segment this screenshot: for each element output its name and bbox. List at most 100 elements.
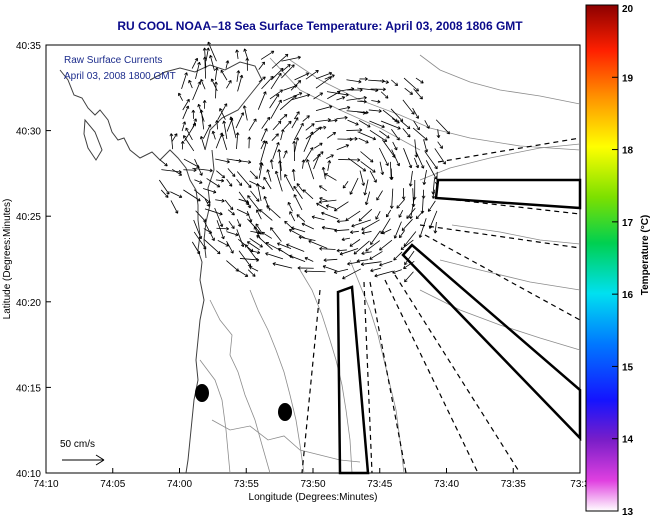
current-vector — [215, 119, 219, 130]
current-vector — [371, 99, 381, 104]
current-vector — [341, 237, 351, 242]
current-vector — [222, 120, 228, 140]
current-vector — [171, 168, 183, 176]
colorbar-tick-label: 16 — [622, 290, 634, 301]
current-vector — [404, 271, 414, 283]
current-vector — [214, 67, 219, 81]
current-vector — [346, 79, 362, 84]
current-vector — [315, 125, 327, 130]
current-vector — [364, 191, 371, 206]
current-vector — [301, 159, 306, 169]
current-vector — [283, 92, 303, 102]
current-vector — [389, 188, 394, 209]
current-vector — [283, 150, 288, 159]
current-vector — [210, 78, 218, 92]
colorbar-tick-label: 15 — [622, 362, 634, 373]
current-vector — [182, 98, 190, 111]
x-tick-label: 74:05 — [100, 479, 125, 490]
current-vector — [305, 69, 319, 80]
current-vector — [248, 118, 257, 131]
current-vector — [298, 235, 316, 242]
current-vector — [357, 110, 367, 115]
current-vector — [263, 176, 272, 190]
current-vector — [402, 128, 411, 138]
current-vector — [185, 127, 193, 141]
scale-arrow — [62, 454, 105, 466]
current-vector — [326, 131, 337, 139]
current-vector — [296, 214, 306, 223]
current-vector — [193, 231, 207, 250]
current-vector — [422, 169, 427, 185]
current-vector — [347, 119, 359, 126]
current-vector — [170, 191, 183, 198]
current-vector — [181, 72, 188, 90]
current-vector — [313, 153, 321, 170]
coastline-inner — [203, 149, 215, 259]
current-vector — [393, 221, 402, 239]
current-vector — [293, 194, 303, 211]
current-vector — [349, 239, 361, 247]
current-vector — [293, 185, 303, 199]
current-vector — [361, 251, 372, 256]
map-layer — [59, 41, 582, 475]
current-vector — [412, 127, 428, 141]
current-vector — [294, 137, 300, 153]
current-vector — [249, 266, 259, 272]
current-vector — [370, 267, 381, 273]
current-vector — [199, 136, 206, 150]
current-vector — [235, 112, 245, 129]
current-vector — [324, 74, 335, 80]
current-vector — [191, 241, 201, 255]
current-vector — [356, 259, 369, 263]
current-vector — [336, 219, 347, 224]
current-vector — [403, 148, 413, 169]
current-vector — [370, 87, 386, 92]
current-vector — [403, 260, 415, 270]
current-vector — [277, 149, 282, 171]
current-vector — [260, 50, 275, 60]
current-vector — [194, 179, 203, 184]
current-vector — [236, 171, 252, 189]
current-vector — [263, 195, 271, 211]
current-vector — [391, 149, 401, 167]
current-vector — [374, 270, 394, 278]
current-vector — [216, 170, 226, 179]
current-vector — [183, 158, 200, 169]
current-vector — [250, 250, 261, 255]
x-tick-label: 73:45 — [367, 479, 392, 490]
current-vector — [306, 159, 315, 180]
current-vector — [247, 136, 252, 149]
current-vector — [431, 189, 436, 199]
current-vector — [302, 115, 310, 122]
current-vector — [256, 234, 273, 251]
x-axis-label: Longitude (Degrees:Minutes) — [249, 492, 378, 503]
scale-label: 50 cm/s — [60, 439, 95, 450]
current-vector — [369, 120, 385, 129]
current-vector — [378, 147, 389, 167]
current-vector — [281, 63, 291, 72]
current-vector — [258, 76, 266, 83]
current-vector — [279, 95, 297, 111]
current-vector — [427, 200, 436, 212]
current-vector — [253, 226, 261, 240]
current-vector — [288, 254, 306, 263]
current-vector — [363, 179, 369, 196]
current-vector — [415, 150, 425, 169]
current-vector — [259, 209, 273, 221]
current-vector — [290, 80, 302, 91]
current-vector — [304, 147, 314, 162]
current-vector — [345, 210, 361, 222]
current-vector — [321, 225, 337, 231]
current-vector — [413, 120, 420, 131]
current-vector — [319, 196, 328, 202]
current-vector — [291, 93, 311, 101]
y-tick-label: 40:20 — [16, 298, 41, 309]
current-vector — [255, 223, 262, 232]
current-vector — [192, 118, 198, 129]
current-vector — [315, 71, 333, 80]
surface-current-vectors — [158, 41, 450, 283]
current-vector — [400, 239, 414, 250]
current-vector — [347, 136, 358, 141]
x-axis-ticks: 74:10 74:05 74:00 73:55 73:50 73:45 73:40 73:35… — [33, 468, 590, 490]
current-vector — [414, 157, 420, 169]
